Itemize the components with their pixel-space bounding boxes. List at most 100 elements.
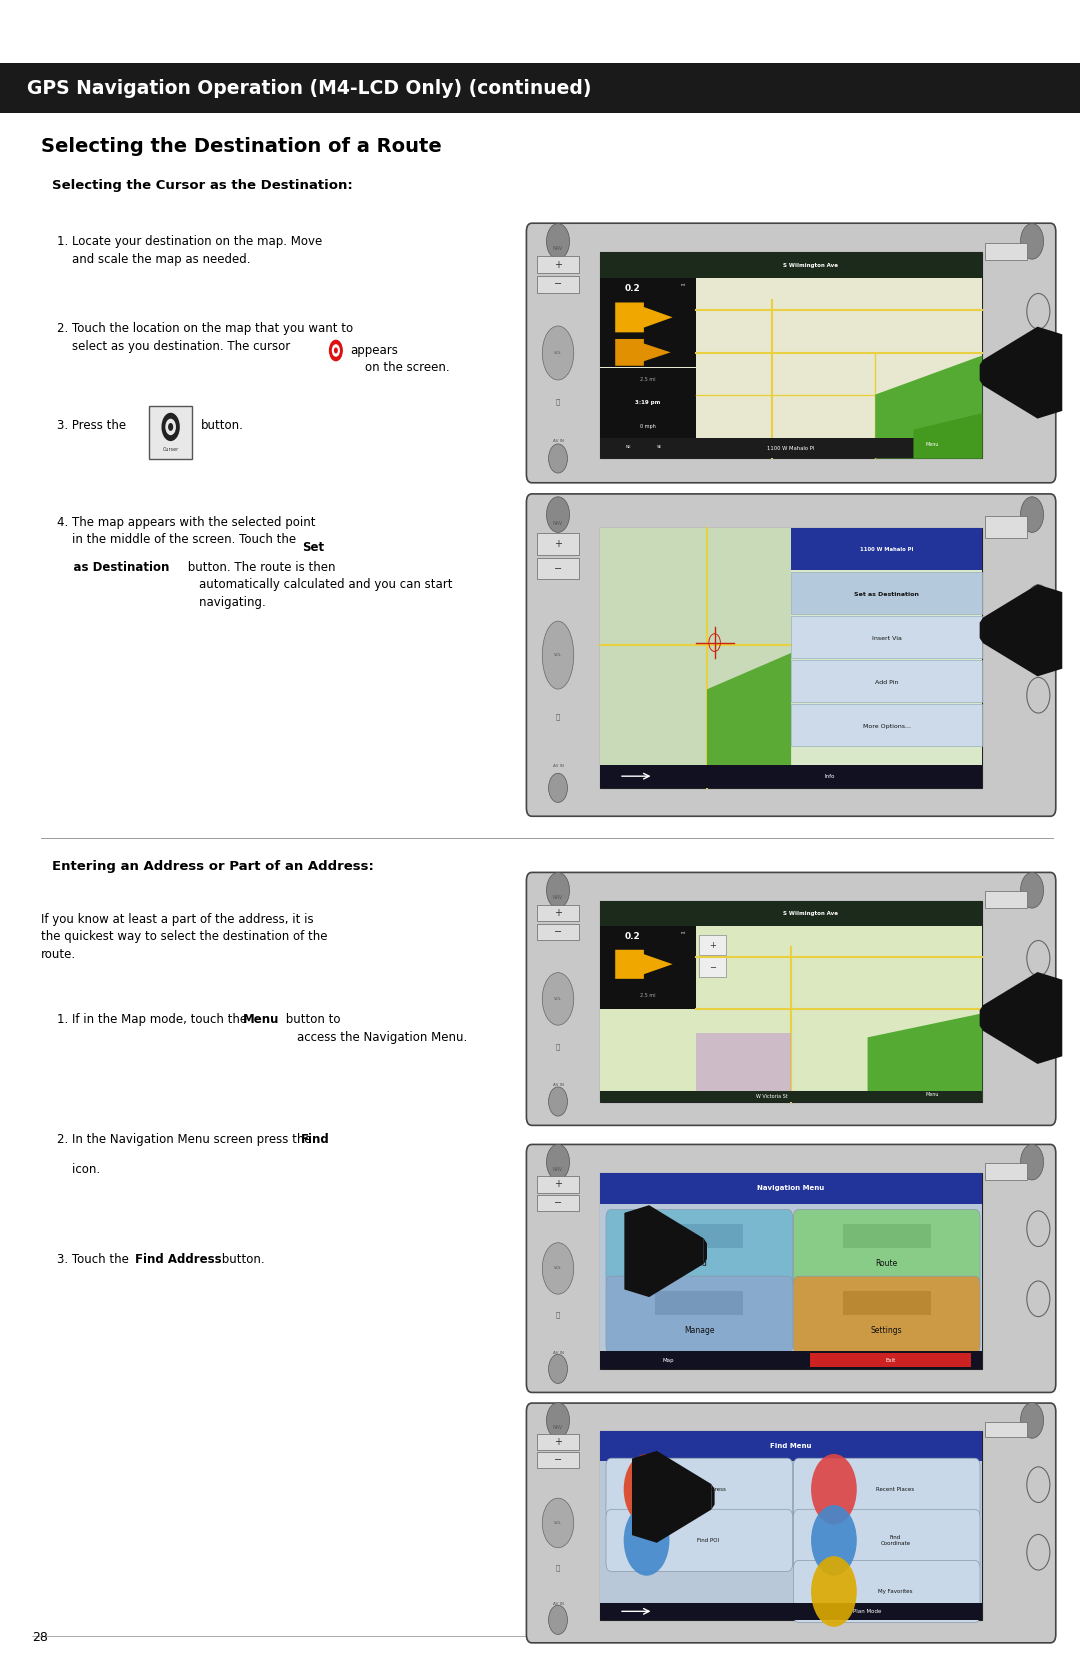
Bar — [599, 901, 983, 1102]
Text: Find: Find — [301, 1133, 330, 1147]
Bar — [599, 367, 696, 391]
Circle shape — [1021, 1402, 1043, 1439]
Polygon shape — [980, 618, 983, 643]
Bar — [599, 529, 791, 788]
Bar — [599, 764, 983, 788]
Bar — [0, 63, 1080, 113]
Text: Settings: Settings — [870, 1325, 903, 1335]
Ellipse shape — [542, 1499, 573, 1547]
Text: Find Address: Find Address — [691, 1487, 726, 1492]
FancyBboxPatch shape — [606, 1210, 793, 1287]
Text: 1100 W Mahalo Pl: 1100 W Mahalo Pl — [768, 446, 814, 451]
Bar — [599, 1173, 983, 1369]
Bar — [985, 891, 1027, 908]
Text: Manage: Manage — [684, 1325, 715, 1335]
Bar — [656, 1223, 743, 1248]
Polygon shape — [712, 1484, 715, 1509]
Text: GPS Navigation Operation (M4-LCD Only) (continued): GPS Navigation Operation (M4-LCD Only) (… — [27, 78, 592, 98]
Text: button to
    access the Navigation Menu.: button to access the Navigation Menu. — [282, 1013, 468, 1043]
Text: 2.5 mi: 2.5 mi — [640, 377, 656, 382]
Bar — [599, 437, 983, 459]
Circle shape — [1021, 224, 1043, 259]
Text: +: + — [554, 1437, 562, 1447]
Circle shape — [549, 1087, 567, 1117]
Circle shape — [334, 347, 338, 354]
Bar — [599, 901, 983, 1102]
Text: Insert Via: Insert Via — [872, 636, 902, 641]
Text: as Destination: as Destination — [57, 561, 170, 574]
Bar — [537, 923, 579, 940]
Circle shape — [165, 419, 176, 436]
Text: +: + — [554, 260, 562, 270]
Text: 1. Locate your destination on the map. Move
    and scale the map as needed.: 1. Locate your destination on the map. M… — [57, 235, 323, 265]
Text: −: − — [554, 1198, 562, 1208]
Bar — [599, 529, 983, 788]
Text: Selecting the Destination of a Route: Selecting the Destination of a Route — [41, 137, 442, 155]
Text: Plan Mode: Plan Mode — [853, 1609, 881, 1614]
Text: W Victoria St: W Victoria St — [756, 1093, 787, 1098]
Text: VOL: VOL — [554, 1520, 562, 1525]
Text: +: + — [710, 941, 716, 950]
Bar — [791, 704, 983, 746]
FancyBboxPatch shape — [606, 1459, 793, 1520]
Text: 1100 W Mahalo Pl: 1100 W Mahalo Pl — [860, 547, 914, 552]
Bar — [599, 335, 696, 367]
FancyBboxPatch shape — [794, 1561, 980, 1622]
Bar — [599, 946, 696, 981]
Text: More Options...: More Options... — [863, 724, 910, 729]
Text: VOL: VOL — [554, 653, 562, 658]
FancyBboxPatch shape — [794, 1277, 980, 1354]
Text: ⮹: ⮹ — [556, 399, 561, 406]
Bar — [599, 1430, 983, 1621]
Text: NE: NE — [625, 446, 632, 449]
Text: 3. Touch the: 3. Touch the — [57, 1253, 133, 1267]
Circle shape — [811, 1505, 856, 1576]
Bar — [537, 255, 579, 274]
Circle shape — [546, 1402, 569, 1439]
Text: Navigation Menu: Navigation Menu — [757, 1185, 825, 1192]
FancyBboxPatch shape — [794, 1459, 980, 1520]
Bar — [842, 1223, 931, 1248]
Text: Find Menu: Find Menu — [770, 1442, 812, 1449]
Text: 0 mph: 0 mph — [639, 424, 656, 429]
Circle shape — [546, 873, 569, 908]
Circle shape — [546, 1145, 569, 1180]
Bar — [599, 1173, 983, 1203]
Bar — [537, 1195, 579, 1212]
Bar — [599, 300, 696, 335]
Text: button.: button. — [201, 419, 244, 432]
Ellipse shape — [542, 325, 573, 381]
Circle shape — [549, 1606, 567, 1634]
Polygon shape — [704, 1238, 707, 1263]
Text: Selecting the Cursor as the Destination:: Selecting the Cursor as the Destination: — [52, 179, 352, 192]
Text: AV IN: AV IN — [553, 1602, 564, 1606]
Bar — [791, 661, 983, 703]
Text: 28: 28 — [32, 1631, 49, 1644]
Circle shape — [549, 773, 567, 803]
Bar — [599, 279, 696, 300]
Circle shape — [623, 1505, 670, 1576]
Bar — [700, 958, 726, 978]
Ellipse shape — [542, 621, 573, 689]
Circle shape — [623, 1454, 670, 1524]
Bar — [599, 391, 696, 416]
Text: Find
Coordinate: Find Coordinate — [880, 1535, 910, 1545]
Text: VOL: VOL — [554, 996, 562, 1001]
Text: mi: mi — [680, 931, 686, 935]
Polygon shape — [616, 950, 673, 978]
Bar — [985, 1422, 1027, 1437]
Bar — [537, 1452, 579, 1467]
Bar — [599, 1430, 983, 1621]
Text: My Favorites: My Favorites — [878, 1589, 913, 1594]
Text: Route: Route — [876, 1258, 897, 1268]
Text: 3. Press the: 3. Press the — [57, 419, 126, 432]
Text: ⮹: ⮹ — [556, 1566, 561, 1571]
Circle shape — [332, 344, 340, 357]
Circle shape — [1021, 1145, 1043, 1180]
Text: ⮹: ⮹ — [556, 1043, 561, 1050]
Ellipse shape — [542, 973, 573, 1025]
Text: −: − — [554, 279, 562, 289]
Text: NAV: NAV — [553, 521, 563, 526]
Polygon shape — [983, 327, 1063, 419]
Bar — [149, 406, 192, 459]
